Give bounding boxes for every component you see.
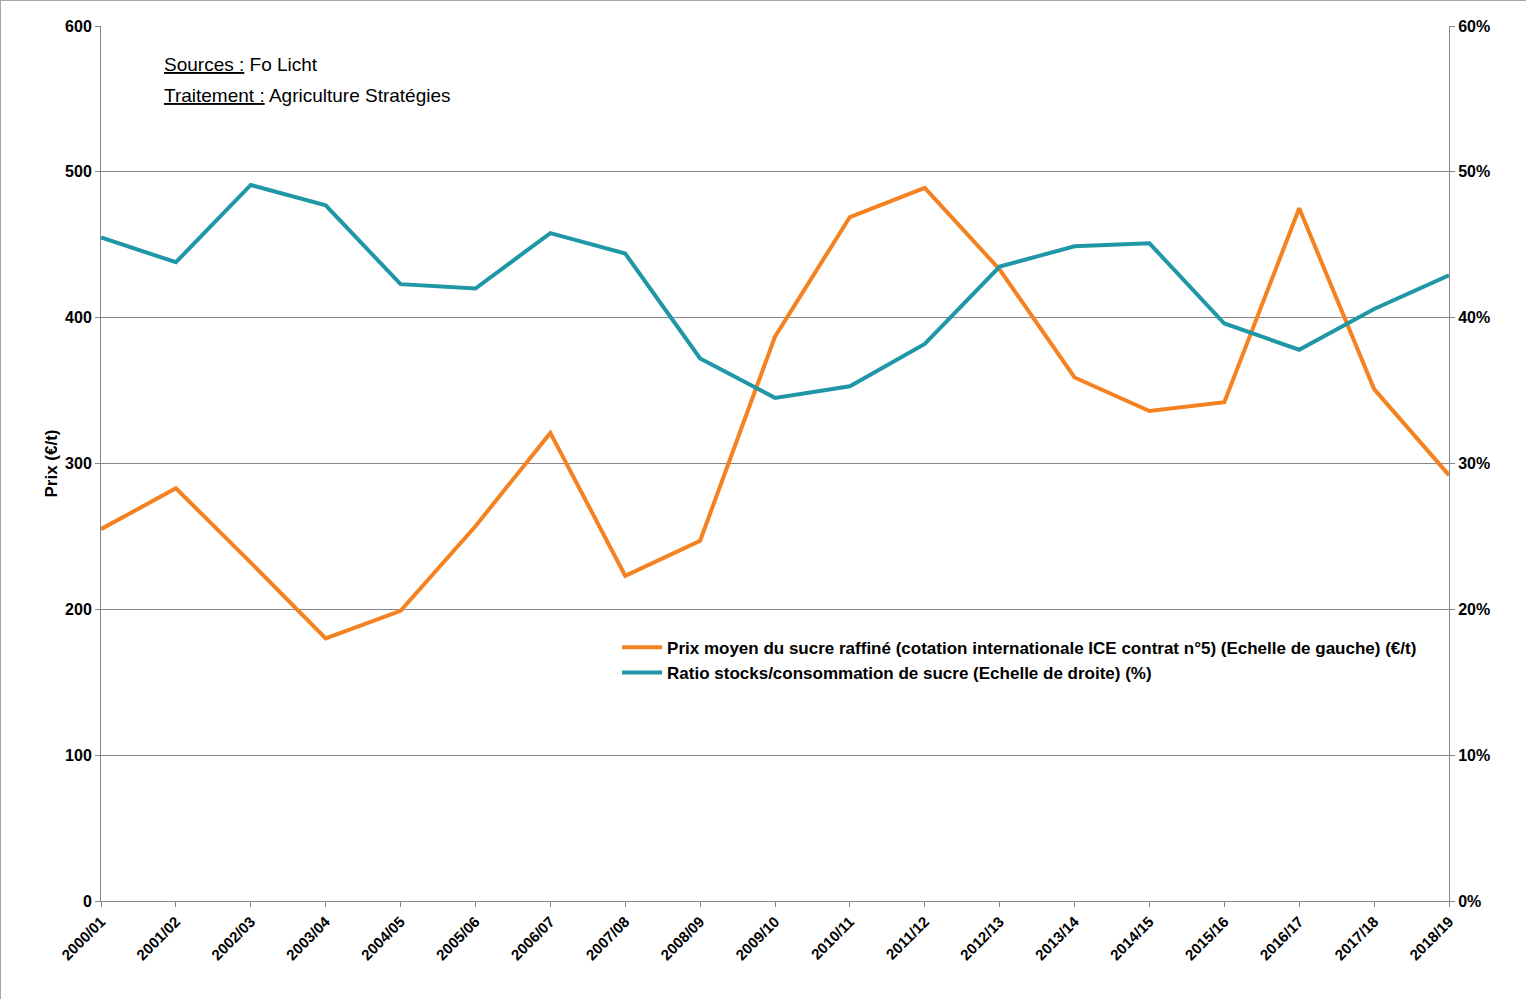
svg-text:300: 300: [65, 455, 92, 472]
svg-text:2017/18: 2017/18: [1331, 913, 1381, 963]
svg-text:Prix (€/t): Prix (€/t): [42, 429, 61, 497]
svg-text:Sources : Fo Licht: Sources : Fo Licht: [164, 54, 318, 75]
svg-text:2006/07: 2006/07: [507, 913, 557, 963]
svg-text:400: 400: [65, 309, 92, 326]
svg-text:20%: 20%: [1458, 601, 1490, 618]
svg-text:0: 0: [83, 893, 92, 910]
svg-text:2010/11: 2010/11: [808, 913, 858, 963]
svg-text:2001/02: 2001/02: [133, 913, 183, 963]
svg-text:Prix moyen du sucre raffiné (c: Prix moyen du sucre raffiné (cotation in…: [667, 639, 1416, 658]
svg-text:100: 100: [65, 747, 92, 764]
svg-text:40%: 40%: [1458, 309, 1490, 326]
svg-text:2000/01: 2000/01: [58, 913, 108, 963]
svg-text:2015/16: 2015/16: [1181, 913, 1231, 963]
svg-text:500: 500: [65, 163, 92, 180]
svg-text:30%: 30%: [1458, 455, 1490, 472]
svg-text:2014/15: 2014/15: [1106, 913, 1156, 963]
svg-text:2011/12: 2011/12: [882, 913, 932, 963]
svg-text:Ratio stocks/consommation de s: Ratio stocks/consommation de sucre (Eche…: [667, 664, 1152, 683]
svg-text:200: 200: [65, 601, 92, 618]
svg-text:2012/13: 2012/13: [957, 913, 1007, 963]
svg-text:2002/03: 2002/03: [208, 913, 258, 963]
svg-text:600: 600: [65, 18, 92, 35]
svg-text:2016/17: 2016/17: [1256, 913, 1306, 963]
svg-text:2009/10: 2009/10: [732, 913, 782, 963]
svg-text:Traitement : Agriculture Strat: Traitement : Agriculture Stratégies: [164, 85, 451, 106]
svg-text:2013/14: 2013/14: [1032, 912, 1083, 963]
svg-text:2007/08: 2007/08: [582, 913, 632, 963]
svg-text:2018/19: 2018/19: [1406, 913, 1456, 963]
svg-text:2008/09: 2008/09: [657, 913, 707, 963]
svg-text:2004/05: 2004/05: [358, 913, 408, 963]
svg-text:2003/04: 2003/04: [283, 912, 334, 963]
svg-text:10%: 10%: [1458, 747, 1490, 764]
svg-text:50%: 50%: [1458, 163, 1490, 180]
svg-text:0%: 0%: [1458, 893, 1481, 910]
svg-text:2005/06: 2005/06: [432, 913, 482, 963]
svg-text:60%: 60%: [1458, 18, 1490, 35]
